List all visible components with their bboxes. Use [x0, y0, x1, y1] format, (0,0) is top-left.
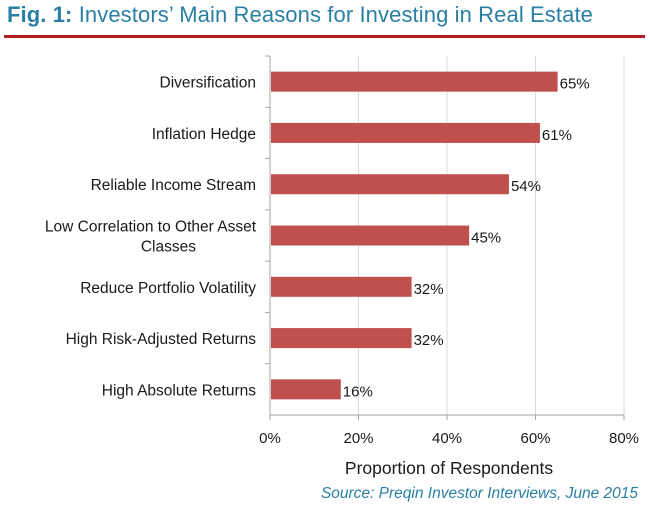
- category-label: Reliable Income Stream: [91, 177, 256, 194]
- category-label-line: High Absolute Returns: [102, 382, 256, 399]
- category-label-line: Reliable Income Stream: [91, 177, 256, 194]
- category-label: Reduce Portfolio Volatility: [80, 280, 256, 297]
- data-label: 16%: [343, 383, 373, 400]
- data-label: 45%: [471, 230, 501, 247]
- x-tick-label: 0%: [259, 430, 281, 447]
- x-tick-label: 80%: [609, 430, 639, 447]
- x-tick-label: 40%: [432, 430, 462, 447]
- data-label: 32%: [414, 332, 444, 349]
- chart-title: Fig. 1: Investors’ Main Reasons for Inve…: [7, 2, 593, 28]
- data-label: 65%: [560, 76, 590, 93]
- bar: [271, 328, 412, 349]
- title-underline: [4, 35, 645, 38]
- category-label: Low Correlation to Other Asset Classes: [45, 219, 257, 256]
- category-label: High Risk-Adjusted Returns: [66, 331, 257, 348]
- category-label: High Absolute Returns: [102, 382, 256, 399]
- category-label: Inflation Hedge: [152, 126, 256, 143]
- bar: [271, 122, 540, 143]
- source-note: Source: Preqin Investor Interviews, June…: [320, 485, 638, 502]
- x-tick-label: 20%: [343, 430, 373, 447]
- category-label: Diversification: [160, 75, 256, 92]
- bar: [271, 174, 509, 195]
- category-label-line: Low Correlation to Other Asset: [45, 219, 257, 236]
- category-label-line: Reduce Portfolio Volatility: [80, 280, 256, 297]
- bar: [271, 71, 558, 92]
- x-tick-label: 60%: [520, 430, 550, 447]
- bar: [271, 225, 470, 246]
- figure-number: Fig. 1:: [7, 2, 73, 27]
- category-label-line: High Risk-Adjusted Returns: [66, 331, 257, 348]
- x-axis-title: Proportion of Respondents: [345, 458, 553, 478]
- category-label-line: Inflation Hedge: [152, 126, 256, 143]
- category-label-line: Classes: [141, 239, 196, 256]
- data-label: 32%: [414, 281, 444, 298]
- data-label: 61%: [542, 127, 572, 144]
- data-label: 54%: [511, 178, 541, 195]
- figure-title-text: Investors’ Main Reasons for Investing in…: [78, 2, 593, 27]
- bar: [271, 276, 412, 297]
- bar: [271, 379, 341, 400]
- category-label-line: Diversification: [160, 75, 256, 92]
